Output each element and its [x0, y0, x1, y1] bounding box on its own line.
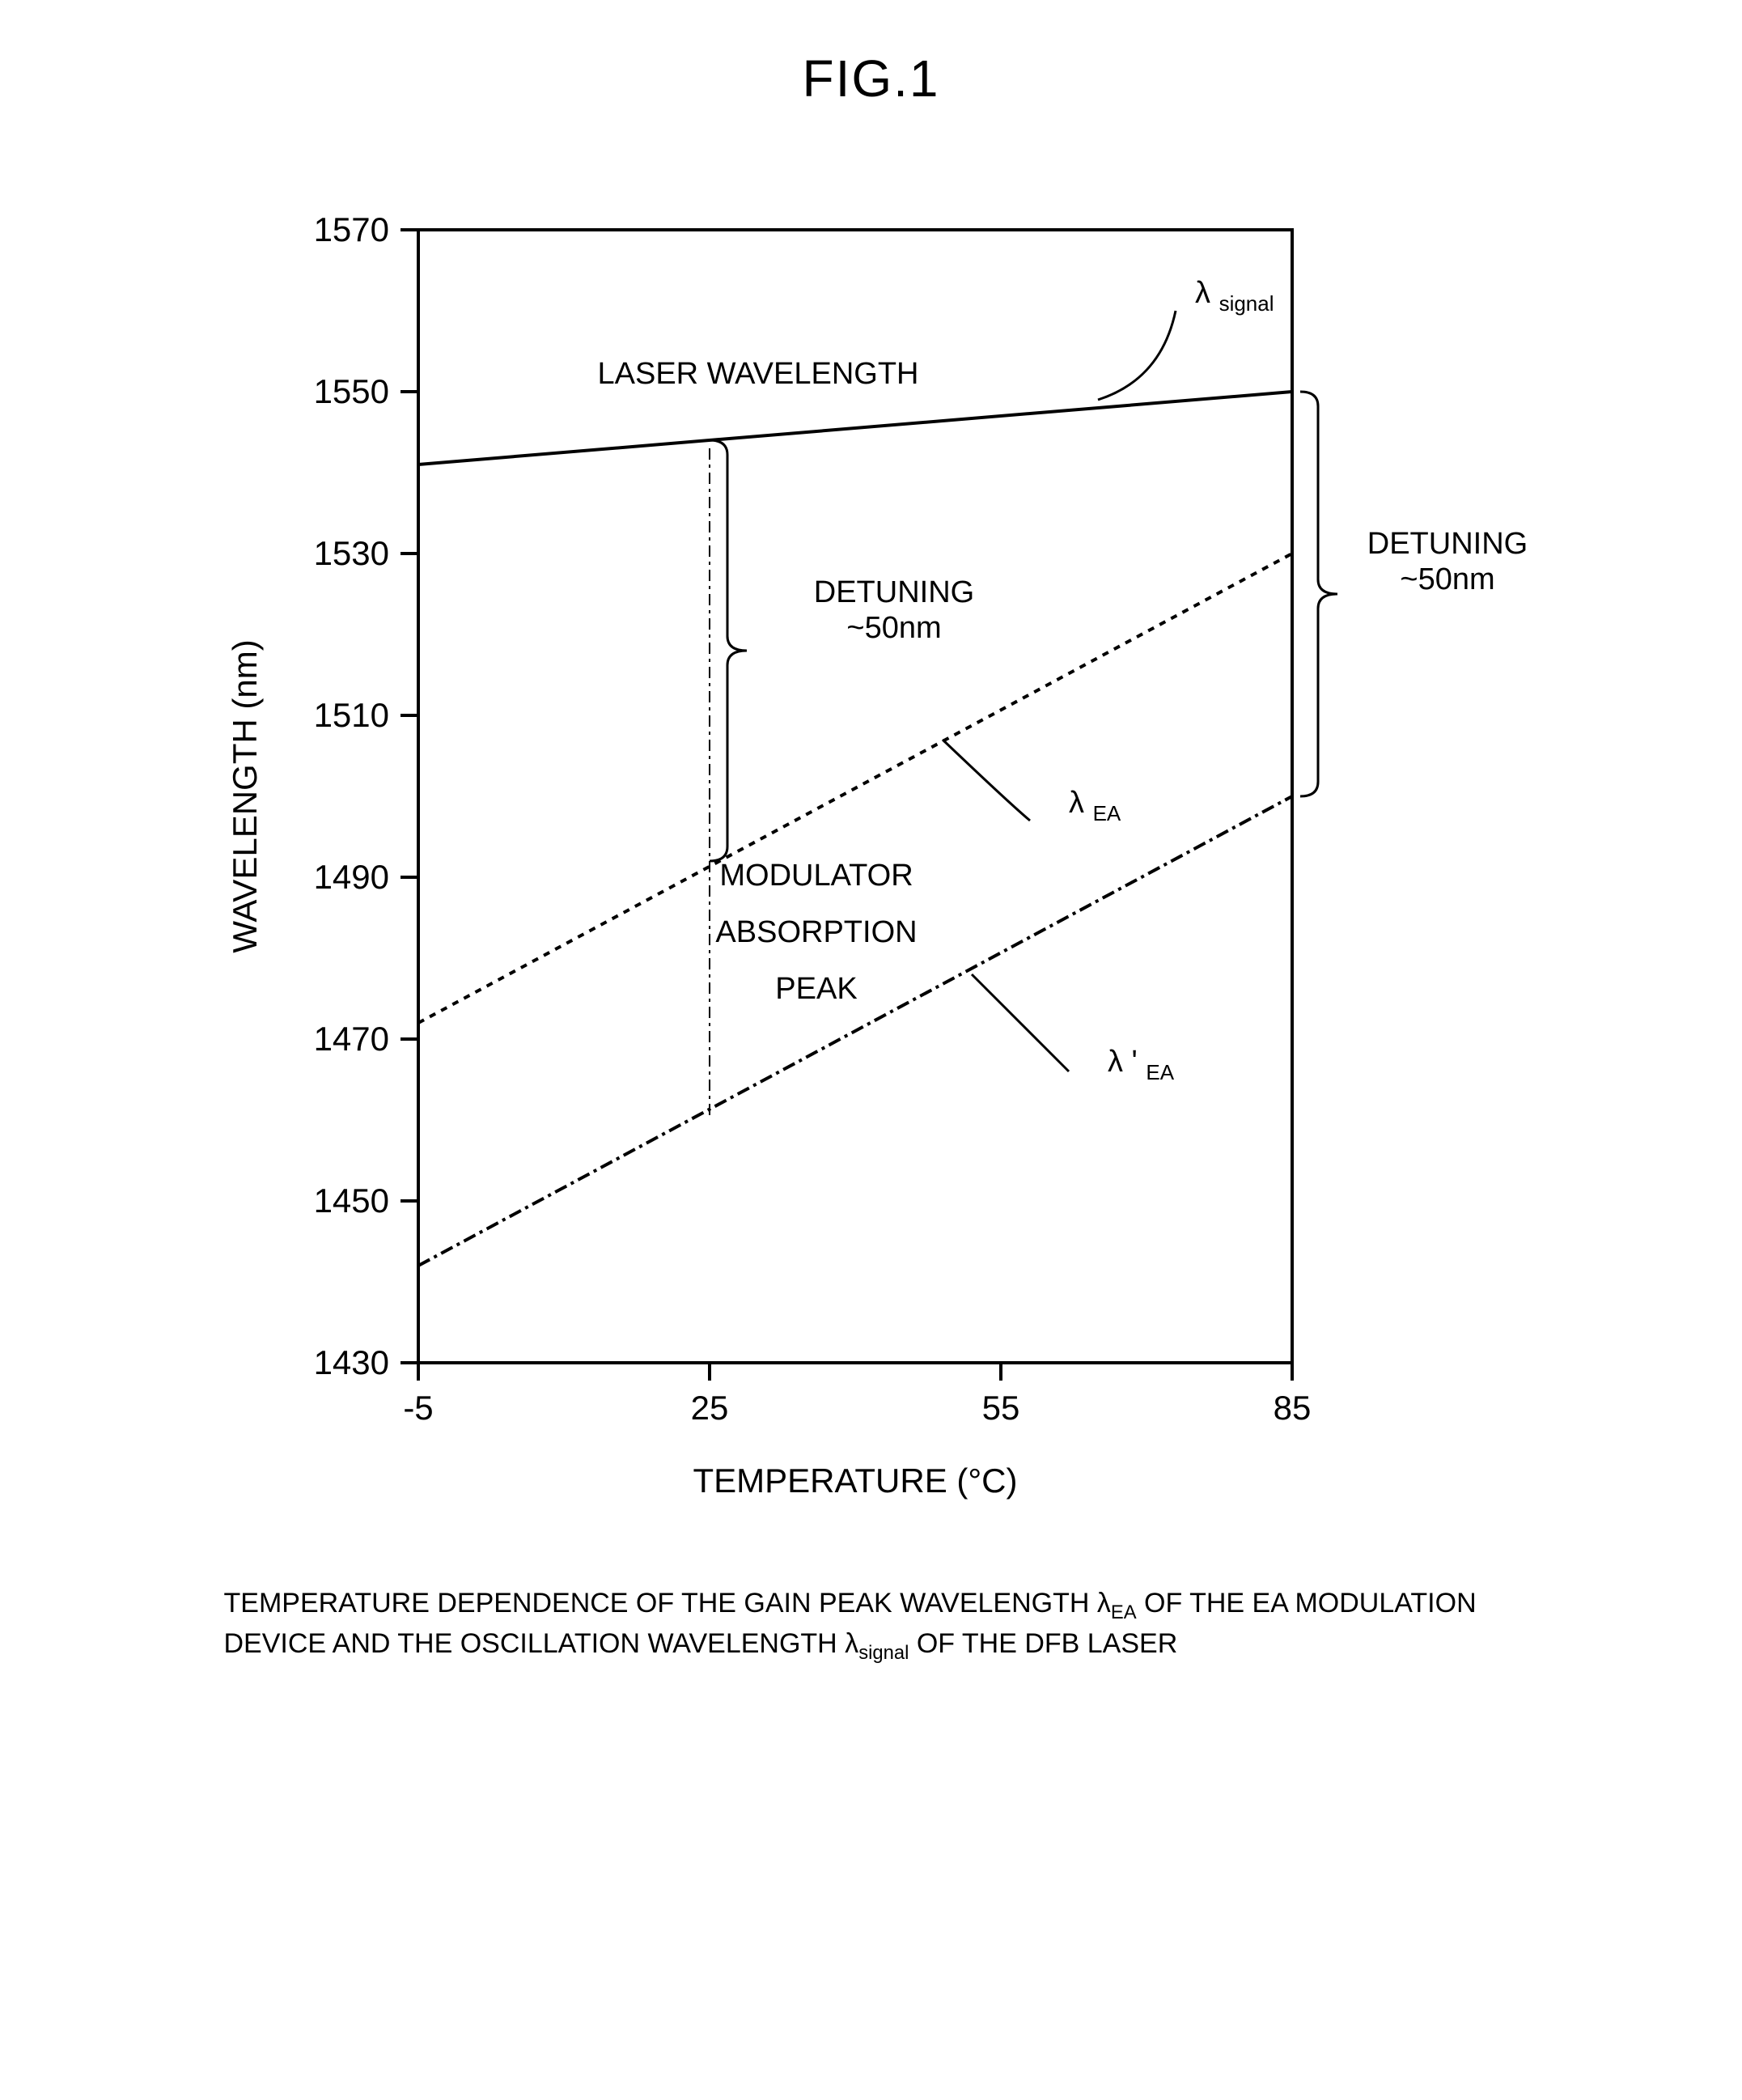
svg-text:25: 25 [690, 1389, 728, 1427]
svg-text:ABSORPTION: ABSORPTION [715, 915, 917, 949]
svg-text:~50nm: ~50nm [846, 611, 941, 645]
svg-text:λ ' EA: λ ' EA [1108, 1045, 1175, 1084]
svg-text:-5: -5 [403, 1389, 433, 1427]
figure-title: FIG.1 [65, 49, 1677, 108]
figure-caption: TEMPERATURE DEPENDENCE OF THE GAIN PEAK … [224, 1585, 1519, 1666]
svg-text:1530: 1530 [313, 534, 388, 572]
svg-text:~50nm: ~50nm [1400, 562, 1494, 596]
svg-text:DETUNING: DETUNING [1367, 527, 1527, 561]
svg-text:WAVELENGTH (nm): WAVELENGTH (nm) [226, 639, 264, 952]
svg-text:TEMPERATURE (°C): TEMPERATURE (°C) [693, 1462, 1017, 1500]
svg-text:1570: 1570 [313, 210, 388, 248]
svg-text:λ signal: λ signal [1195, 276, 1274, 316]
svg-text:1490: 1490 [313, 858, 388, 896]
svg-text:PEAK: PEAK [775, 972, 857, 1006]
svg-text:1470: 1470 [313, 1020, 388, 1058]
svg-text:1550: 1550 [313, 372, 388, 410]
svg-text:85: 85 [1273, 1389, 1311, 1427]
svg-text:MODULATOR: MODULATOR [719, 859, 913, 893]
chart-svg: 1430 1450 1470 1490 1510 1530 1550 1570 -5 25 55 85… [184, 157, 1559, 1533]
svg-text:1430: 1430 [313, 1343, 388, 1381]
svg-text:55: 55 [981, 1389, 1019, 1427]
svg-text:λ EA: λ EA [1069, 786, 1121, 825]
svg-text:1510: 1510 [313, 696, 388, 734]
chart-container: 1430 1450 1470 1490 1510 1530 1550 1570 -5 25 55 85… [184, 157, 1559, 1537]
svg-text:1450: 1450 [313, 1182, 388, 1220]
svg-text:DETUNING: DETUNING [813, 575, 973, 609]
svg-text:LASER WAVELENGTH: LASER WAVELENGTH [597, 357, 918, 391]
